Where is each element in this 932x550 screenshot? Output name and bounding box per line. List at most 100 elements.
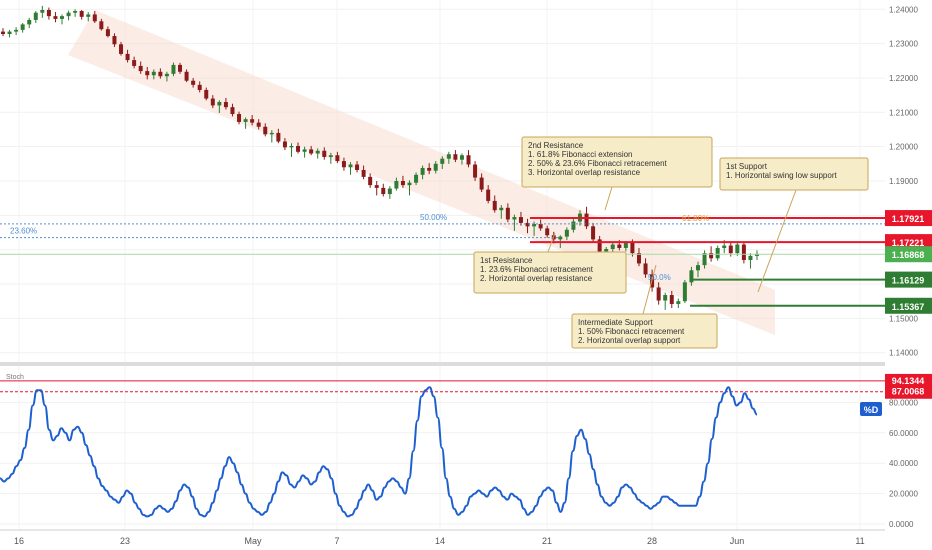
candle	[453, 150, 458, 163]
price-level-value: 1.16129	[892, 276, 925, 286]
price-level-value: 1.16868	[892, 250, 925, 260]
candle	[46, 7, 51, 20]
price-level-tag: 1.16868	[885, 246, 932, 263]
candle	[755, 250, 759, 260]
candle	[197, 81, 202, 93]
candle	[368, 173, 373, 188]
annotation-line: 2. Horizontal overlap support	[578, 336, 681, 345]
candle	[27, 17, 32, 29]
candle	[741, 242, 746, 264]
stoch-level-value: 87.0068	[892, 387, 925, 397]
candle	[145, 66, 150, 80]
panel-separator[interactable]	[0, 362, 885, 366]
price-tick-label: 1.14000	[889, 349, 918, 358]
candle	[230, 103, 235, 117]
candle	[243, 117, 248, 129]
time-tick-label: May	[244, 536, 262, 546]
candle	[610, 242, 615, 254]
candle	[184, 69, 189, 83]
candle	[7, 29, 12, 38]
candle	[689, 266, 694, 286]
candle	[86, 12, 91, 22]
candle	[446, 151, 451, 164]
price-tick-label: 1.23000	[889, 40, 918, 49]
candle	[99, 18, 104, 31]
candle	[748, 253, 753, 269]
annotation-line: 2. Horizontal overlap resistance	[480, 274, 593, 283]
annotation-line: 1. 61.8% Fibonacci extension	[528, 150, 633, 159]
candle	[328, 152, 333, 164]
price-tick-label: 1.15000	[889, 314, 918, 323]
candle	[14, 27, 19, 36]
price-level-value: 1.15367	[892, 302, 925, 312]
stoch-line	[0, 386, 758, 518]
candle	[676, 298, 681, 309]
annotation-connector	[604, 186, 613, 211]
time-tick-label: 16	[14, 536, 24, 546]
annotation-connector	[642, 264, 657, 315]
stoch-legend-label: %D	[864, 405, 879, 415]
time-tick-label: 11	[855, 536, 864, 546]
candle	[309, 145, 314, 156]
candle	[663, 292, 668, 310]
time-tick-label: Jun	[730, 536, 745, 546]
candle	[571, 218, 576, 233]
candle	[204, 87, 209, 101]
price-level-tag: 1.17921	[885, 210, 932, 227]
candle	[518, 211, 523, 226]
candle	[643, 258, 648, 278]
candle	[348, 162, 353, 175]
annotation-line: 1. Horizontal swing low support	[726, 171, 837, 180]
annotation-line: 1. 23.6% Fibonacci retracement	[480, 265, 594, 274]
annotation-line: 1. 50% Fibonacci retracement	[578, 327, 685, 336]
price-tick-label: 1.19000	[889, 177, 918, 186]
candle	[499, 205, 504, 219]
candle	[355, 161, 360, 173]
stoch-level-tag: 87.0068	[885, 384, 932, 399]
annotation-line: 3. Horizontal overlap resistance	[528, 168, 641, 177]
price-tick-label: 1.21000	[889, 108, 918, 117]
candle	[433, 161, 438, 174]
price-level-value: 1.17921	[892, 214, 925, 224]
candle	[296, 142, 301, 154]
candle	[532, 221, 537, 236]
candle	[427, 163, 432, 175]
stoch-tick-label: 0.0000	[889, 520, 914, 529]
candle	[210, 95, 215, 109]
annotation-title: 2nd Resistance	[528, 141, 584, 150]
candle	[132, 56, 137, 69]
candle	[33, 10, 38, 24]
annotation-connectors	[547, 186, 797, 315]
annotation-line: 2. 50% & 23.6% Fibonacci retracement	[528, 159, 668, 168]
candle	[512, 214, 517, 231]
candle	[466, 150, 471, 168]
candle	[66, 10, 71, 21]
candle	[486, 185, 491, 204]
candle	[223, 97, 228, 110]
candle	[538, 219, 543, 231]
candle	[591, 222, 596, 243]
candle	[735, 242, 740, 256]
candle	[492, 195, 497, 213]
candle	[125, 49, 130, 63]
candle	[414, 172, 419, 186]
candle	[322, 147, 327, 160]
candle	[361, 165, 366, 180]
annotation-title: 1st Support	[726, 162, 768, 171]
stoch-legend-badge[interactable]: %D	[860, 402, 882, 416]
price-level-tag: 1.15367	[885, 297, 932, 314]
candle	[315, 148, 320, 159]
price-levels	[0, 217, 885, 307]
candle	[440, 156, 445, 169]
candle	[217, 100, 222, 113]
price-tick-label: 1.20000	[889, 143, 918, 152]
candle	[276, 128, 281, 144]
candle	[53, 12, 58, 23]
stoch-tick-label: 40.0000	[889, 459, 918, 468]
